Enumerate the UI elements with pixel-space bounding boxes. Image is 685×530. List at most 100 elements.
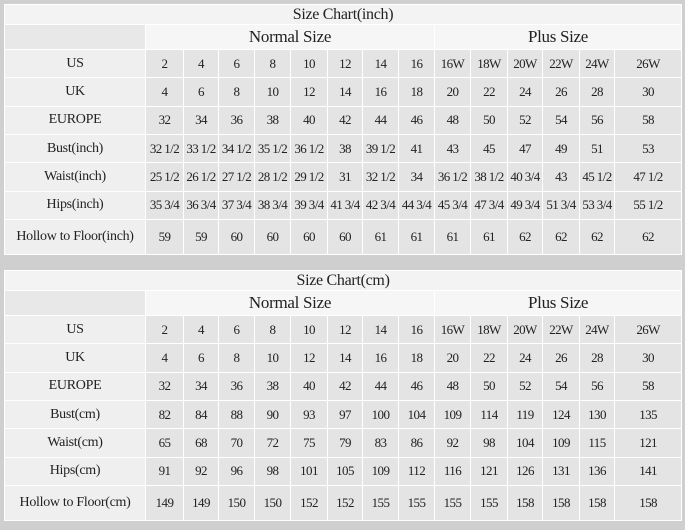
row-label: EUROPE: [4, 371, 146, 401]
table-cell: 34: [183, 371, 219, 401]
table-cell: 6: [218, 48, 255, 79]
table-cell: 2: [145, 48, 184, 79]
table-cell: 26W: [613, 314, 683, 345]
table-cell: 47 1/2: [613, 162, 683, 192]
table-cell: 36 3/4: [183, 190, 219, 221]
table-cell: 10: [290, 48, 328, 79]
table-cell: 155: [434, 485, 471, 521]
table-cell: 52: [507, 371, 543, 401]
table-cell: 109: [542, 428, 580, 458]
table-cell: 119: [507, 399, 543, 430]
table-cell: 68: [183, 428, 219, 458]
table-cell: 14: [362, 48, 399, 79]
table-cell: 47: [507, 133, 543, 164]
table-cell: 104: [398, 399, 435, 430]
table-cell: 61: [398, 219, 435, 255]
table-cell: 33 1/2: [183, 133, 219, 164]
table-cell: 56: [579, 371, 615, 401]
table-cell: 29 1/2: [290, 162, 328, 192]
table-row: Hips(cm) 91 92 96 98 101 105 109 112 116 121 126 131…: [4, 456, 683, 487]
table-cell: 24W: [579, 48, 615, 79]
table-cell: 62: [579, 219, 615, 255]
table-cell: 109: [434, 399, 471, 430]
table-row: Hollow to Floor(inch) 59 59 60 60 60 60 61 61 61 6…: [4, 219, 683, 255]
table-cell: 136: [579, 456, 615, 487]
table-cell: 36: [218, 371, 255, 401]
table-cell: 49: [542, 133, 580, 164]
row-label: Bust(cm): [4, 399, 146, 430]
table-cell: 61: [434, 219, 471, 255]
table-cell: 32 1/2: [362, 162, 399, 192]
table-cell: 40: [290, 105, 328, 135]
table-cell: 42: [327, 371, 363, 401]
table-cell: 98: [470, 428, 508, 458]
table-cell: 58: [613, 105, 683, 135]
table-cell: 54: [542, 371, 580, 401]
table-cell: 62: [613, 219, 683, 255]
table-cell: 100: [362, 399, 399, 430]
table-cell: 26: [542, 343, 580, 373]
table-cell: 59: [183, 219, 219, 255]
table-cell: 31: [327, 162, 363, 192]
table-cell: 59: [145, 219, 184, 255]
table-cell: 105: [327, 456, 363, 487]
table-cell: 10: [254, 77, 291, 107]
table-cell: 152: [290, 485, 328, 521]
table-cell: 45 3/4: [434, 190, 471, 221]
table-cell: 149: [145, 485, 184, 521]
table-cell: 54: [542, 105, 580, 135]
table-cell: 84: [183, 399, 219, 430]
table-cell: 62: [507, 219, 543, 255]
table-cell: 109: [362, 456, 399, 487]
table-cell: 45: [470, 133, 508, 164]
table-cell: 116: [434, 456, 471, 487]
table-cell: 62: [542, 219, 580, 255]
table-cell: 42: [327, 105, 363, 135]
table-row: US 2 4 6 8 10 12 14 16 16W 18W 20W 22W 24W 26W: [4, 314, 683, 345]
table-cell: 141: [613, 456, 683, 487]
table-cell: 35 1/2: [254, 133, 291, 164]
table-cell: 48: [434, 371, 471, 401]
table-cell: 51: [579, 133, 615, 164]
table-cell: 82: [145, 399, 184, 430]
table-cell: 101: [290, 456, 328, 487]
table-cell: 27 1/2: [218, 162, 255, 192]
table-cell: 45 1/2: [579, 162, 615, 192]
table-cell: 158: [579, 485, 615, 521]
table-cell: 37 3/4: [218, 190, 255, 221]
row-label: Waist(cm): [4, 428, 146, 458]
table-cell: 30: [613, 343, 683, 373]
table-cell: 149: [183, 485, 219, 521]
table-row: EUROPE 32 34 36 38 40 42 44 46 48 50 52 54 56 58: [4, 105, 683, 135]
table-cell: 16: [362, 77, 399, 107]
table-cell: 4: [145, 77, 184, 107]
table-cell: 6: [183, 77, 219, 107]
group-header-normal: Normal Size: [145, 290, 435, 316]
table-cell: 18: [398, 343, 435, 373]
table-cell: 14: [327, 343, 363, 373]
table-cell: 6: [218, 314, 255, 345]
table-cell: 98: [254, 456, 291, 487]
table-cell: 150: [254, 485, 291, 521]
row-label: Hips(cm): [4, 456, 146, 487]
table-cell: 121: [470, 456, 508, 487]
table-cell: 83: [362, 428, 399, 458]
table-cell: 28: [579, 343, 615, 373]
table-cell: 36 1/2: [290, 133, 328, 164]
table-cell: 26W: [613, 48, 683, 79]
table-cell: 26 1/2: [183, 162, 219, 192]
table-cell: 61: [470, 219, 508, 255]
table-cell: 4: [183, 314, 219, 345]
table-cell: 55 1/2: [613, 190, 683, 221]
group-header-plus: Plus Size: [433, 24, 683, 50]
table-cell: 41 3/4: [327, 190, 363, 221]
table-cell: 88: [218, 399, 255, 430]
table-cell: 22W: [542, 314, 580, 345]
row-label: UK: [4, 77, 146, 107]
table-cell: 61: [362, 219, 399, 255]
table-cell: 158: [542, 485, 580, 521]
table-cell: 34: [398, 162, 435, 192]
table-cell: 86: [398, 428, 435, 458]
table-cell: 130: [579, 399, 615, 430]
table-cell: 158: [507, 485, 543, 521]
